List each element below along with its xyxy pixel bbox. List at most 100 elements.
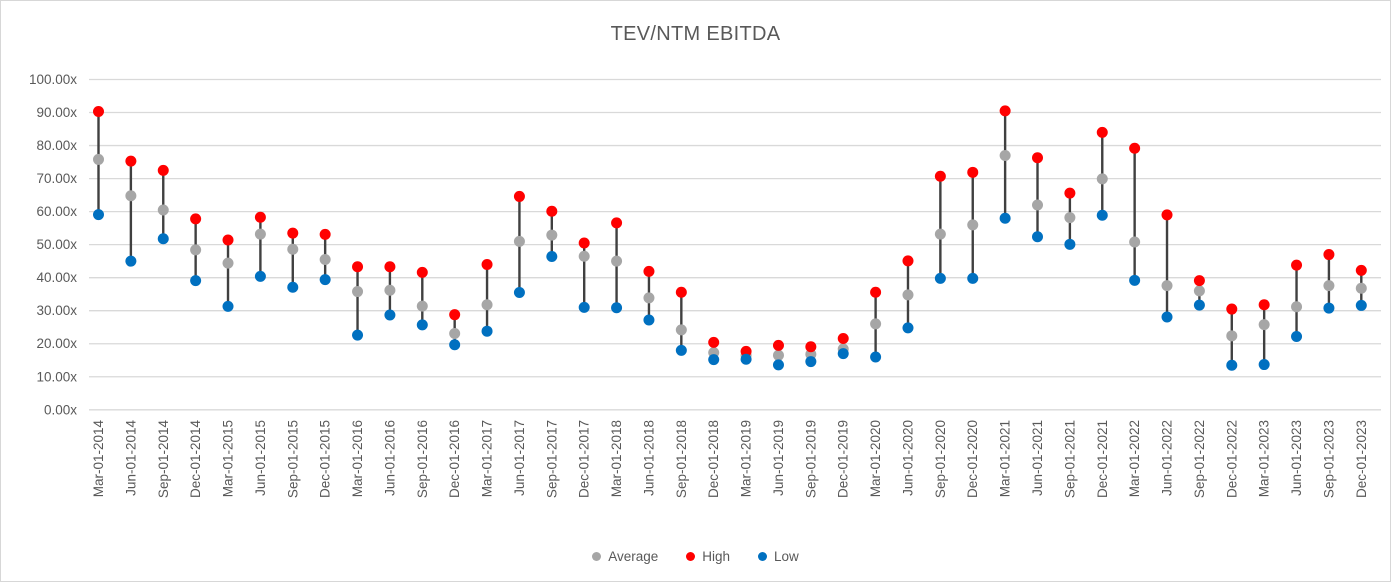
marker-low xyxy=(805,356,817,368)
y-tick-label: 50.00x xyxy=(36,237,77,252)
x-tick-label: Sep-01-2016 xyxy=(415,420,430,498)
marker-high xyxy=(578,237,590,249)
marker-average xyxy=(93,153,104,165)
x-tick-label: Sep-01-2017 xyxy=(544,420,559,498)
x-tick-label: Jun-01-2020 xyxy=(900,420,915,496)
legend-label-high: High xyxy=(702,549,731,564)
x-tick-label: Sep-01-2015 xyxy=(285,420,300,498)
y-tick-label: 100.00x xyxy=(29,72,77,87)
marker-low xyxy=(481,325,493,337)
marker-low xyxy=(1032,231,1044,243)
marker-average xyxy=(1323,280,1335,292)
marker-high xyxy=(740,345,752,357)
marker-high xyxy=(384,261,396,273)
marker-high xyxy=(1193,275,1205,287)
marker-average xyxy=(967,219,979,231)
marker-low xyxy=(1064,238,1076,250)
marker-high xyxy=(481,258,493,270)
marker-high xyxy=(902,255,914,267)
marker-low xyxy=(352,329,364,341)
marker-low xyxy=(513,287,525,299)
marker-low xyxy=(1226,359,1238,371)
marker-average xyxy=(1226,330,1238,342)
marker-average xyxy=(1129,236,1141,248)
marker-high xyxy=(934,170,946,182)
x-tick-label: Jun-01-2016 xyxy=(382,420,397,496)
marker-average xyxy=(999,149,1011,161)
marker-low xyxy=(902,322,914,334)
marker-low xyxy=(675,344,687,356)
marker-low xyxy=(1096,209,1108,221)
marker-high xyxy=(967,166,979,178)
marker-high xyxy=(870,286,882,298)
marker-high xyxy=(1226,303,1238,315)
x-tick-label: Mar-01-2015 xyxy=(221,420,236,497)
x-tick-label: Sep-01-2014 xyxy=(156,420,171,499)
marker-low xyxy=(319,274,331,286)
marker-high xyxy=(287,227,299,239)
marker-low xyxy=(1161,311,1173,323)
marker-high xyxy=(772,339,784,351)
marker-low xyxy=(611,302,623,314)
marker-average xyxy=(1291,301,1303,313)
marker-high xyxy=(1064,187,1076,199)
marker-low xyxy=(125,255,137,267)
marker-high xyxy=(1161,209,1173,221)
x-tick-label: Dec-01-2014 xyxy=(188,420,203,499)
marker-average xyxy=(578,250,590,262)
x-tick-label: Sep-01-2021 xyxy=(1062,420,1077,498)
y-tick-label: 0.00x xyxy=(44,402,77,417)
marker-average xyxy=(1064,212,1076,224)
x-tick-label: Jun-01-2023 xyxy=(1289,420,1304,496)
marker-average xyxy=(449,328,461,340)
legend-marker-average-icon xyxy=(592,552,602,561)
marker-high xyxy=(513,190,525,202)
marker-average xyxy=(1355,282,1367,294)
marker-average xyxy=(190,244,202,256)
marker-average xyxy=(643,292,655,304)
marker-low xyxy=(157,233,169,245)
x-tick-label: Jun-01-2015 xyxy=(253,420,268,496)
marker-low xyxy=(384,309,396,321)
marker-low xyxy=(1193,299,1205,311)
x-tick-label: Dec-01-2023 xyxy=(1354,420,1369,498)
marker-average xyxy=(384,284,396,296)
marker-average xyxy=(675,324,687,336)
marker-low xyxy=(934,272,946,284)
x-tick-label: Dec-01-2021 xyxy=(1095,420,1110,498)
marker-average xyxy=(222,257,234,269)
marker-low xyxy=(578,301,590,313)
marker-average xyxy=(416,300,428,312)
legend-marker-high-icon xyxy=(686,552,696,561)
x-tick-label: Mar-01-2016 xyxy=(350,420,365,497)
x-tick-label: Jun-01-2019 xyxy=(771,420,786,496)
y-tick-label: 30.00x xyxy=(36,303,77,318)
marker-high xyxy=(352,261,364,273)
marker-low xyxy=(254,270,266,282)
legend-item-average: Average xyxy=(592,549,658,564)
marker-average xyxy=(772,349,784,361)
marker-average xyxy=(902,289,914,301)
marker-low xyxy=(999,212,1011,224)
marker-low xyxy=(416,319,428,331)
chart-title: TEV/NTM EBITDA xyxy=(610,23,781,45)
marker-high xyxy=(675,286,687,298)
x-tick-label: Mar-01-2020 xyxy=(868,420,883,497)
legend-label-low: Low xyxy=(774,549,799,564)
x-tick-label: Jun-01-2022 xyxy=(1160,420,1175,496)
marker-average xyxy=(254,228,266,240)
marker-low xyxy=(449,339,461,351)
marker-high xyxy=(254,211,266,223)
marker-average xyxy=(352,286,364,298)
legend: Average High Low xyxy=(1,549,1390,564)
y-tick-label: 40.00x xyxy=(36,270,77,285)
marker-high xyxy=(416,266,428,278)
legend-item-low: Low xyxy=(758,549,799,564)
marker-high xyxy=(708,336,720,348)
y-tick-label: 90.00x xyxy=(36,105,77,120)
marker-average xyxy=(287,243,299,255)
x-tick-label: Mar-01-2014 xyxy=(91,420,106,498)
marker-average xyxy=(1161,280,1173,292)
marker-average xyxy=(319,254,331,266)
